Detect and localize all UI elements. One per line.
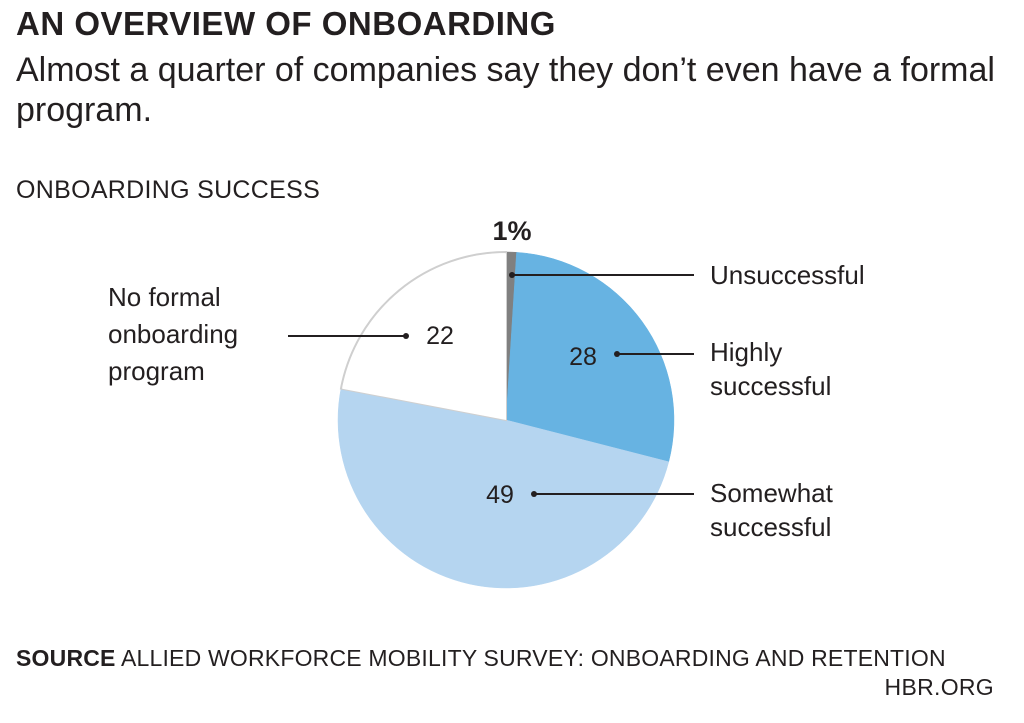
pie-slice-no-formal-fill <box>342 253 506 420</box>
value-label-somewhat-successful: 49 <box>486 481 514 509</box>
category-label-unsuccessful: Unsuccessful <box>710 260 865 290</box>
site-credit: HBR.ORG <box>884 674 994 700</box>
category-label-somewhat-successful: Somewhat successful <box>710 478 834 542</box>
category-label-highly-successful: Highly successful <box>710 337 831 401</box>
value-label-no-formal-program: 22 <box>426 322 454 350</box>
source-note: SOURCE ALLIED WORKFORCE MOBILITY SURVEY:… <box>16 644 946 673</box>
pie-slice-highly-successful <box>505 252 675 463</box>
source-text: ALLIED WORKFORCE MOBILITY SURVEY: ONBOAR… <box>120 645 946 671</box>
pie-chart-label: ONBOARDING SUCCESS <box>16 176 321 204</box>
value-label-highly-successful: 28 <box>569 343 597 371</box>
source-label: SOURCE <box>16 645 116 671</box>
chart-title: AN OVERVIEW OF ONBOARDING <box>16 5 556 42</box>
pie-slice-somewhat-successful <box>337 388 670 589</box>
chart-subtitle: Almost a quarter of companies say they d… <box>16 51 995 129</box>
value-label-unsuccessful: 1% <box>492 216 531 246</box>
category-label-no-formal-program: No formal onboarding program <box>108 282 238 386</box>
onboarding-pie-chart: 1% Unsuccessful 28 Highly successful 49 Somewh… <box>108 216 865 589</box>
